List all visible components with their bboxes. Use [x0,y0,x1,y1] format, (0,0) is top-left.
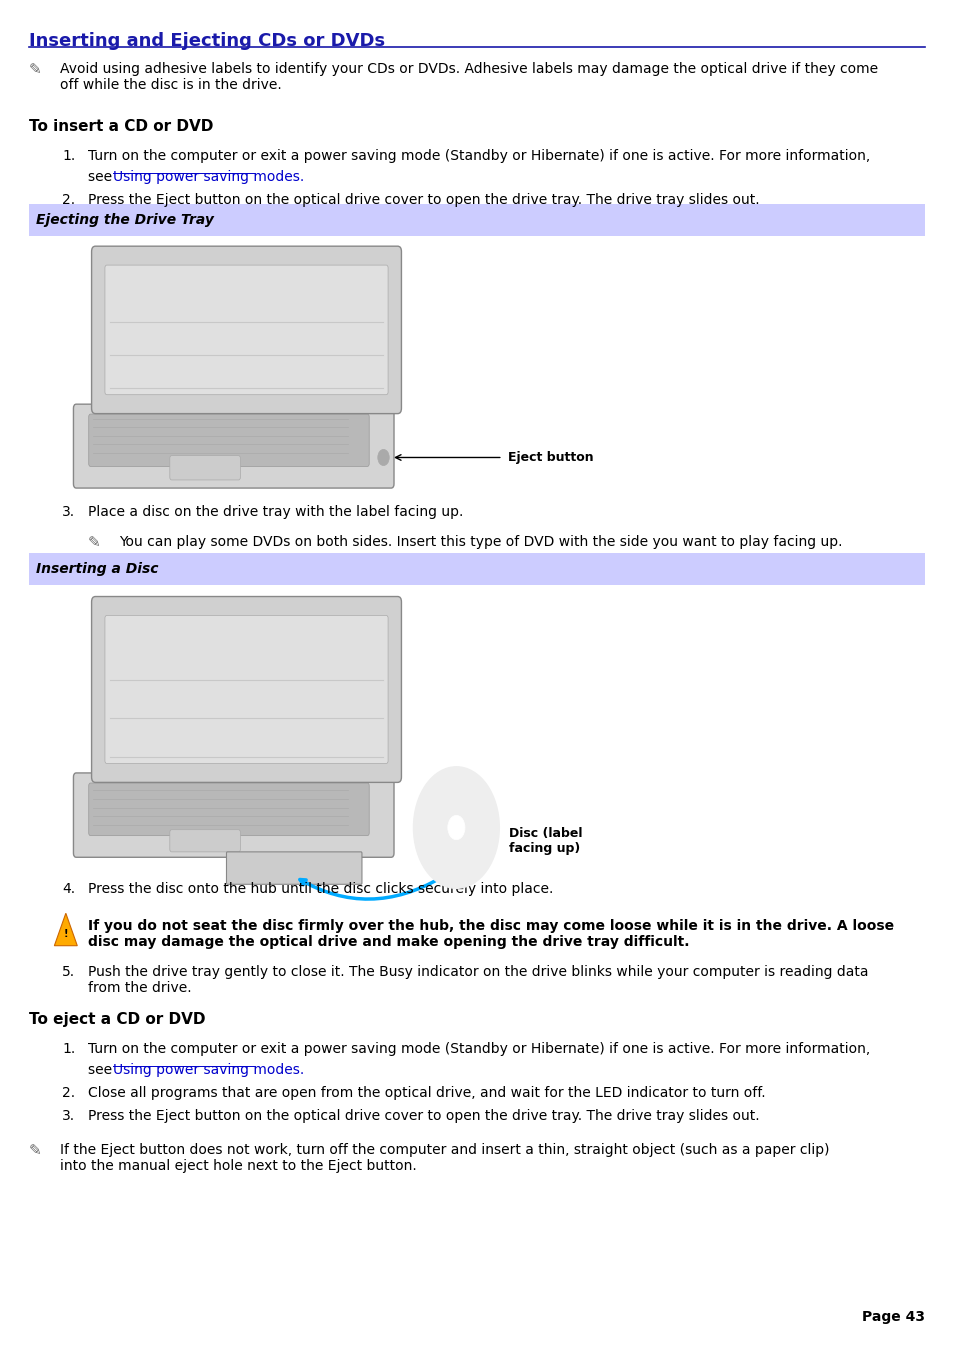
Text: 3.: 3. [62,1109,75,1123]
Text: Eject button: Eject button [507,451,593,463]
FancyBboxPatch shape [73,773,394,858]
Text: !: ! [64,928,68,939]
FancyBboxPatch shape [105,265,388,394]
Text: Using power saving modes.: Using power saving modes. [112,1063,303,1077]
Text: Inserting and Ejecting CDs or DVDs: Inserting and Ejecting CDs or DVDs [29,32,384,50]
Circle shape [413,767,498,889]
Text: To eject a CD or DVD: To eject a CD or DVD [29,1012,205,1027]
Text: Inserting a Disc: Inserting a Disc [36,562,158,576]
Text: 1.: 1. [62,149,75,162]
Text: Turn on the computer or exit a power saving mode (Standby or Hibernate) if one i: Turn on the computer or exit a power sav… [88,1042,869,1055]
Text: 4.: 4. [62,882,75,896]
FancyBboxPatch shape [170,455,240,480]
Text: Close all programs that are open from the optical drive, and wait for the LED in: Close all programs that are open from th… [88,1086,764,1100]
FancyBboxPatch shape [89,784,369,836]
Text: If the Eject button does not work, turn off the computer and insert a thin, stra: If the Eject button does not work, turn … [60,1143,829,1173]
Text: Press the Eject button on the optical drive cover to open the drive tray. The dr: Press the Eject button on the optical dr… [88,193,759,207]
FancyBboxPatch shape [226,852,361,885]
Text: ✎: ✎ [29,1143,41,1158]
Text: 5.: 5. [62,965,75,978]
Bar [29,553,924,585]
Text: Press the Eject button on the optical drive cover to open the drive tray. The dr: Press the Eject button on the optical dr… [88,1109,759,1123]
Text: see: see [88,1063,116,1077]
Text: If you do not seat the disc firmly over the hub, the disc may come loose while i: If you do not seat the disc firmly over … [88,919,893,948]
Text: Place a disc on the drive tray with the label facing up.: Place a disc on the drive tray with the … [88,505,462,519]
Text: Disc (label
facing up): Disc (label facing up) [508,827,581,855]
Bar [29,204,924,236]
FancyBboxPatch shape [105,616,388,763]
Text: Avoid using adhesive labels to identify your CDs or DVDs. Adhesive labels may da: Avoid using adhesive labels to identify … [60,62,878,92]
Text: 2.: 2. [62,193,75,207]
Text: 1.: 1. [62,1042,75,1055]
Text: Using power saving modes.: Using power saving modes. [112,170,303,184]
Text: 3.: 3. [62,505,75,519]
Text: Push the drive tray gently to close it. The Busy indicator on the drive blinks w: Push the drive tray gently to close it. … [88,965,867,994]
FancyBboxPatch shape [170,830,240,852]
Circle shape [447,816,464,840]
Text: Ejecting the Drive Tray: Ejecting the Drive Tray [36,213,213,227]
Text: Page 43: Page 43 [862,1310,924,1324]
Text: You can play some DVDs on both sides. Insert this type of DVD with the side you : You can play some DVDs on both sides. In… [119,535,841,549]
Polygon shape [54,913,77,946]
FancyBboxPatch shape [73,404,394,488]
Text: see: see [88,170,116,184]
Text: To insert a CD or DVD: To insert a CD or DVD [29,119,213,134]
Text: 2.: 2. [62,1086,75,1100]
Text: Turn on the computer or exit a power saving mode (Standby or Hibernate) if one i: Turn on the computer or exit a power sav… [88,149,869,162]
Text: Press the disc onto the hub until the disc clicks securely into place.: Press the disc onto the hub until the di… [88,882,553,896]
Text: ✎: ✎ [29,62,41,77]
Text: ✎: ✎ [88,535,100,550]
FancyBboxPatch shape [91,597,401,782]
Circle shape [377,450,389,466]
FancyBboxPatch shape [89,413,369,466]
FancyBboxPatch shape [91,246,401,413]
